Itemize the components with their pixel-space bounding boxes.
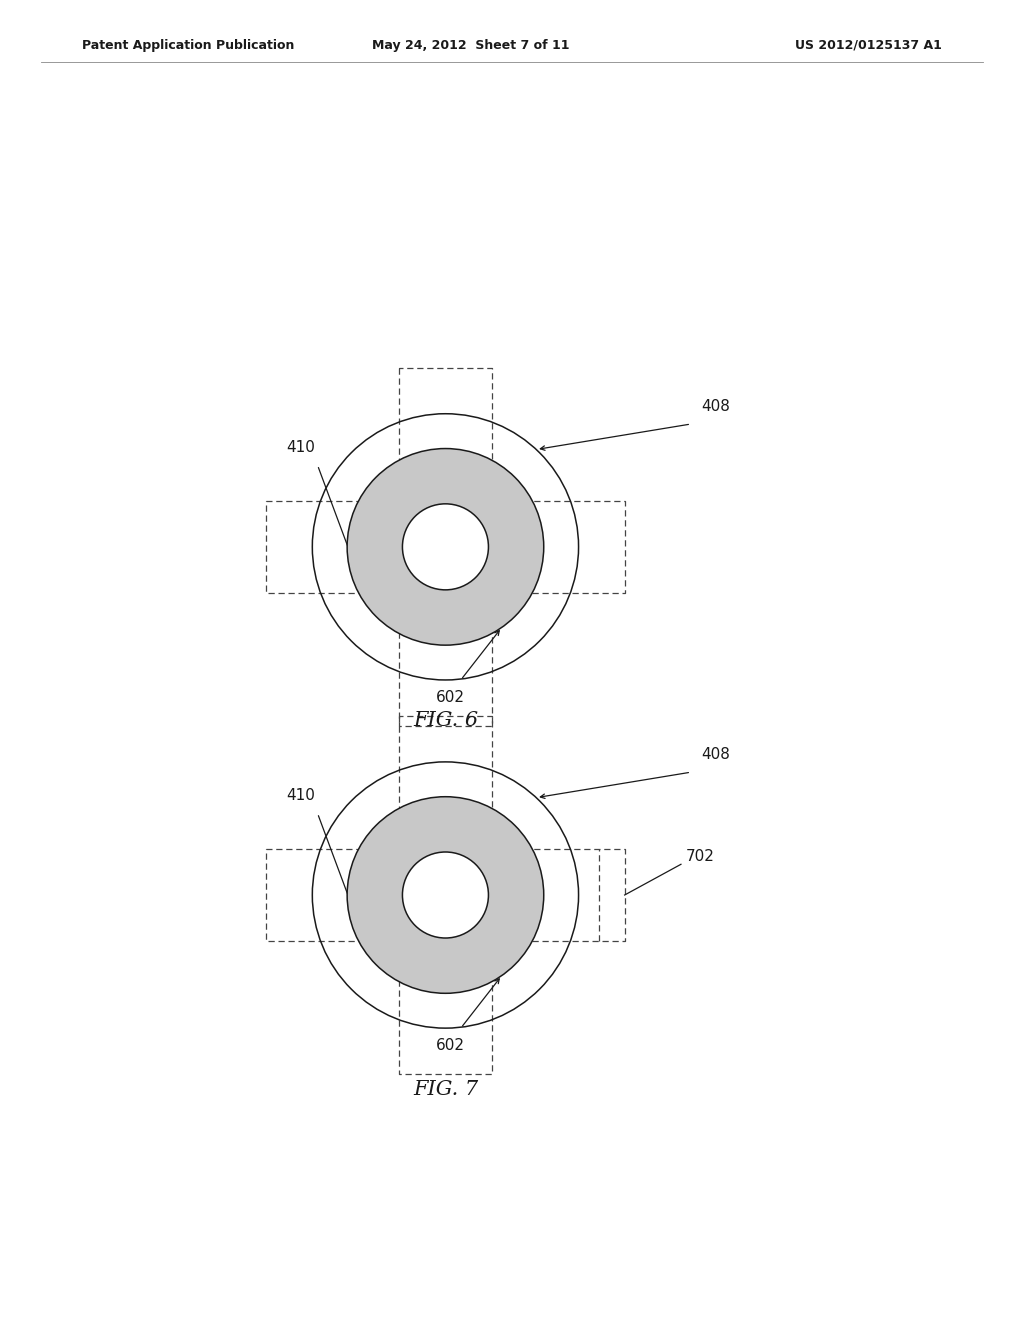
Text: 408: 408 — [701, 399, 730, 413]
Text: US 2012/0125137 A1: US 2012/0125137 A1 — [796, 38, 942, 51]
Circle shape — [402, 504, 488, 590]
Text: FIG. 7: FIG. 7 — [413, 1080, 478, 1100]
Text: Patent Application Publication: Patent Application Publication — [82, 38, 294, 51]
Circle shape — [402, 851, 488, 939]
Circle shape — [347, 797, 544, 994]
Text: May 24, 2012  Sheet 7 of 11: May 24, 2012 Sheet 7 of 11 — [373, 38, 569, 51]
Text: 410: 410 — [287, 788, 315, 803]
Text: 602: 602 — [436, 1039, 465, 1053]
Text: 602: 602 — [436, 690, 465, 705]
Circle shape — [347, 449, 544, 645]
Text: 702: 702 — [686, 849, 715, 865]
Text: FIG. 6: FIG. 6 — [413, 711, 478, 730]
Text: 410: 410 — [287, 440, 315, 454]
Text: 408: 408 — [701, 747, 730, 762]
